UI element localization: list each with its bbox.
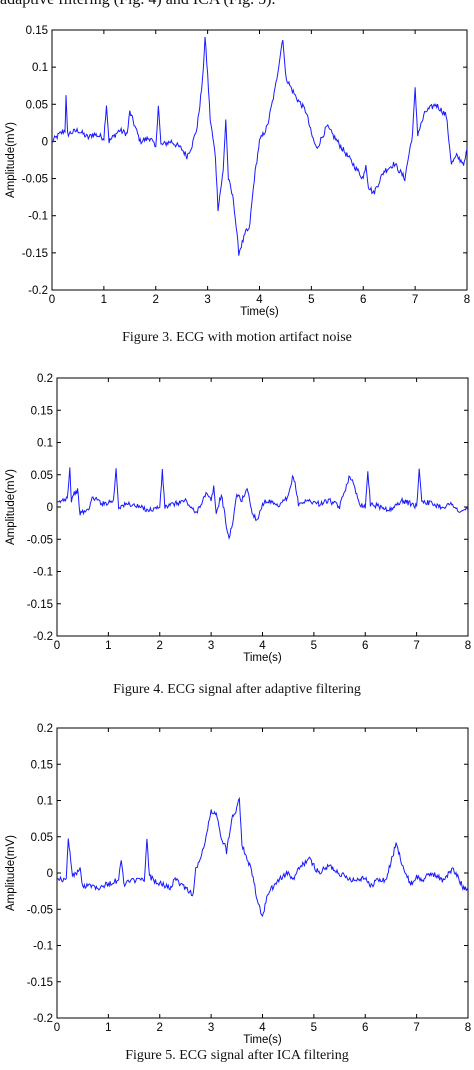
x-tick-label: 8 <box>465 1022 471 1034</box>
figure-4-caption: Figure 4. ECG signal after adaptive filt… <box>113 682 361 697</box>
x-tick-label: 7 <box>413 1022 419 1034</box>
x-tick-label: 6 <box>360 294 366 306</box>
x-tick-label: 0 <box>49 294 55 306</box>
y-tick-label: 0.1 <box>32 62 48 74</box>
figure-3-caption: Figure 3. ECG with motion artifact noise <box>122 330 352 345</box>
plot-frame <box>56 727 469 1019</box>
x-tick-label: 4 <box>259 640 266 652</box>
ecg-series-line <box>56 796 469 918</box>
x-tick-label: 2 <box>153 294 159 306</box>
y-tick-label: -0.05 <box>27 534 53 546</box>
y-tick-label: -0.1 <box>33 567 53 579</box>
figure-5-caption: Figure 5. ECG signal after ICA filtering <box>125 1048 349 1063</box>
x-tick-label: 7 <box>412 294 418 306</box>
x-tick-label: 7 <box>413 640 419 652</box>
x-tick-label: 4 <box>259 1022 266 1034</box>
y-tick-label: -0.2 <box>33 1013 53 1025</box>
y-tick-label: 0.05 <box>31 470 53 482</box>
x-axis-label: Time(s) <box>243 1034 282 1046</box>
figure-5: 0 1 2 3 4 5 6 7 8 0.2 0.15 0.1 0.05 0 -0.05 -0.1 -0.15 -0… <box>0 710 474 1070</box>
y-tick-label: -0.15 <box>27 599 53 611</box>
x-tick-label: 4 <box>256 294 263 306</box>
y-tick-label: -0.15 <box>22 248 48 260</box>
y-tick-label: -0.15 <box>27 977 53 989</box>
y-tick-label: 0 <box>47 868 53 880</box>
y-tick-label: -0.05 <box>27 904 53 916</box>
y-tick-label: -0.2 <box>28 285 48 297</box>
x-tick-label: 0 <box>54 1022 60 1034</box>
x-tick-label: 1 <box>105 1022 111 1034</box>
x-tick-label: 1 <box>101 294 107 306</box>
y-tick-label: 0.15 <box>26 25 48 37</box>
x-tick-label: 3 <box>204 294 210 306</box>
x-tick-label: 5 <box>311 640 317 652</box>
x-tick-label: 5 <box>311 1022 317 1034</box>
y-tick-label: 0.05 <box>31 832 53 844</box>
ecg-series-line <box>51 36 468 256</box>
y-tick-label: 0.15 <box>31 759 53 771</box>
body-text-fragment: adaptive filtering (Fig. 4) and ICA (Fig… <box>0 0 474 9</box>
y-tick-label: 0.1 <box>37 438 53 450</box>
x-tick-label: 8 <box>465 640 471 652</box>
x-tick-label: 3 <box>208 1022 214 1034</box>
x-tick-label: 5 <box>308 294 314 306</box>
y-axis-label: Amplitude(mV) <box>5 469 17 545</box>
y-tick-label: 0.15 <box>31 405 53 417</box>
x-tick-label: 2 <box>157 1022 163 1034</box>
x-tick-label: 1 <box>105 640 111 652</box>
x-axis-label: Time(s) <box>240 306 279 318</box>
y-tick-label: 0.05 <box>26 99 48 111</box>
y-tick-label: 0 <box>47 502 53 514</box>
y-tick-label: -0.1 <box>28 211 48 223</box>
x-axis-label: Time(s) <box>243 652 282 664</box>
figure-3: 0 1 2 3 4 5 6 7 8 0.15 0.1 0.05 0 -0.05 -0.1 -0.15 -0.2 T… <box>0 0 474 352</box>
y-tick-label: -0.2 <box>33 631 53 643</box>
y-tick-label: 0.2 <box>37 723 53 735</box>
x-tick-label: 3 <box>208 640 214 652</box>
x-tick-label: 6 <box>362 1022 368 1034</box>
x-tick-label: 0 <box>54 640 60 652</box>
x-tick-label: 6 <box>362 640 368 652</box>
ecg-adaptive-filter-chart: 0 1 2 3 4 5 6 7 8 0.2 0.15 0.1 0.05 0 -0.05 -0.1 -0.15 -0… <box>5 373 471 664</box>
figure-4: 0 1 2 3 4 5 6 7 8 0.2 0.15 0.1 0.05 0 -0.05 -0.1 -0.15 -0… <box>0 360 474 705</box>
y-tick-label: 0.2 <box>37 373 53 385</box>
y-axis-label: Amplitude(mV) <box>5 122 17 198</box>
y-axis-label: Amplitude(mV) <box>5 835 17 911</box>
y-tick-label: 0.1 <box>37 796 53 808</box>
y-tick-label: -0.1 <box>33 941 53 953</box>
y-tick-label: 0 <box>42 136 48 148</box>
ecg-motion-artifact-chart: 0 1 2 3 4 5 6 7 8 0.15 0.1 0.05 0 -0.05 -0.1 -0.15 -0.2 T… <box>5 25 470 318</box>
x-tick-label: 2 <box>157 640 163 652</box>
ecg-series-line <box>56 467 469 541</box>
plot-frame <box>51 29 468 291</box>
x-tick-label: 8 <box>464 294 470 306</box>
ecg-ica-filter-chart: 0 1 2 3 4 5 6 7 8 0.2 0.15 0.1 0.05 0 -0.05 -0.1 -0.15 -0… <box>5 723 471 1046</box>
y-tick-label: -0.05 <box>22 174 48 186</box>
